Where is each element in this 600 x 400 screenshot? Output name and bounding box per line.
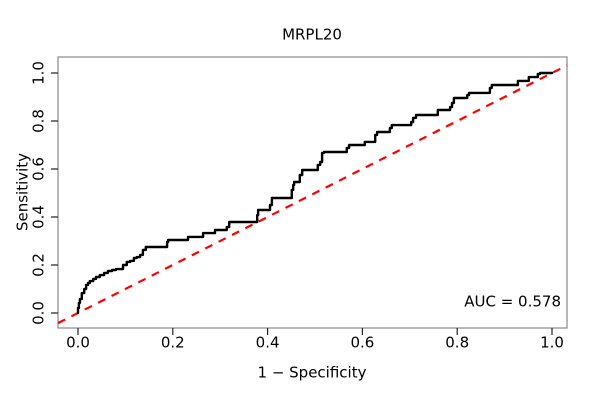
y-tick-label: 0.0	[29, 301, 48, 325]
y-axis-label: Sensitivity	[13, 152, 32, 232]
y-tick-label: 0.8	[29, 109, 48, 133]
x-tick-label: 0.0	[66, 333, 90, 352]
plot-box	[57, 56, 568, 329]
reference-diagonal-line	[57, 64, 568, 325]
x-tick-label: 0.8	[445, 333, 470, 352]
auc-annotation: AUC = 0.578	[464, 292, 561, 311]
chart-title: MRPL20	[282, 25, 342, 44]
x-axis-label: 1 − Specificity	[257, 363, 367, 382]
y-tick-label: 0.2	[29, 253, 48, 277]
y-tick-label: 0.4	[29, 205, 48, 229]
roc-curve-line	[76, 71, 554, 315]
x-tick-label: 1.0	[540, 333, 564, 352]
y-tick-label: 1.0	[29, 61, 48, 85]
x-tick-label: 0.2	[160, 333, 185, 352]
y-tick-label: 0.6	[29, 157, 48, 181]
x-tick-label: 0.6	[350, 333, 375, 352]
x-tick-label: 0.4	[255, 333, 280, 352]
